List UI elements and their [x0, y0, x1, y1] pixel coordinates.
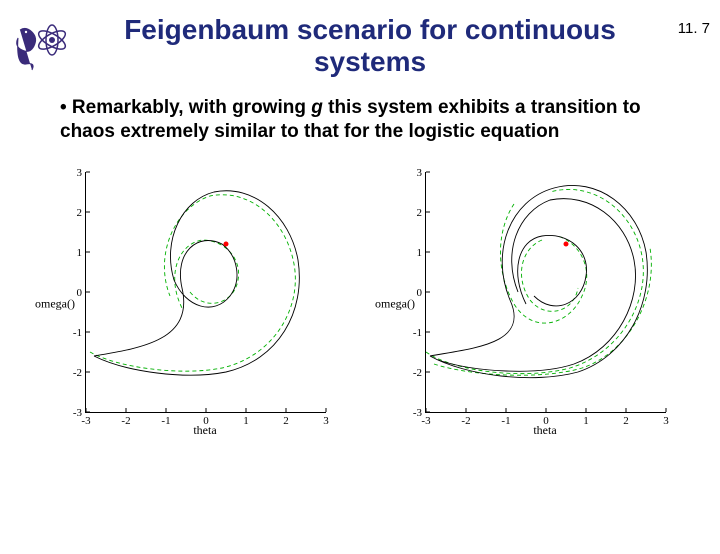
bullet-paragraph: • Remarkably, with growing g this system… [60, 96, 670, 144]
plot-right-svg: -3-2-10123-3-2-10123 [425, 172, 666, 413]
plot-left-svg: -3-2-10123-3-2-10123 [85, 172, 326, 413]
svg-text:2: 2 [623, 415, 629, 427]
svg-text:2: 2 [417, 207, 423, 219]
ylabel-right: omega() [375, 296, 415, 311]
svg-text:-1: -1 [501, 415, 510, 427]
svg-text:-3: -3 [73, 407, 83, 419]
plots-row: omega() -3-2-10123-3-2-10123 theta omega… [0, 164, 720, 444]
svg-text:-1: -1 [161, 415, 170, 427]
page-title: Feigenbaum scenario for continuous syste… [80, 14, 660, 78]
svg-text:-3: -3 [413, 407, 423, 419]
svg-text:0: 0 [77, 287, 83, 299]
svg-text:2: 2 [77, 207, 83, 219]
svg-text:1: 1 [243, 415, 249, 427]
svg-text:1: 1 [417, 247, 423, 259]
svg-text:3: 3 [663, 415, 669, 427]
logo-lizard-atom [12, 22, 72, 72]
svg-text:-1: -1 [413, 327, 422, 339]
plot-right: omega() -3-2-10123-3-2-10123 theta [375, 164, 685, 444]
svg-text:3: 3 [417, 167, 423, 179]
svg-text:0: 0 [417, 287, 423, 299]
svg-text:-2: -2 [413, 367, 422, 379]
xlabel-left: theta [193, 423, 216, 438]
svg-text:-3: -3 [81, 415, 91, 427]
ylabel-left: omega() [35, 296, 75, 311]
svg-text:1: 1 [583, 415, 589, 427]
svg-text:1: 1 [77, 247, 83, 259]
svg-text:3: 3 [77, 167, 83, 179]
plot-left: omega() -3-2-10123-3-2-10123 theta [35, 164, 345, 444]
svg-text:-2: -2 [461, 415, 470, 427]
svg-text:-1: -1 [73, 327, 82, 339]
page-number: 11. 7 [678, 20, 710, 37]
svg-text:-2: -2 [121, 415, 130, 427]
svg-text:-2: -2 [73, 367, 82, 379]
xlabel-right: theta [533, 423, 556, 438]
svg-text:3: 3 [323, 415, 329, 427]
svg-text:2: 2 [283, 415, 289, 427]
svg-text:-3: -3 [421, 415, 431, 427]
